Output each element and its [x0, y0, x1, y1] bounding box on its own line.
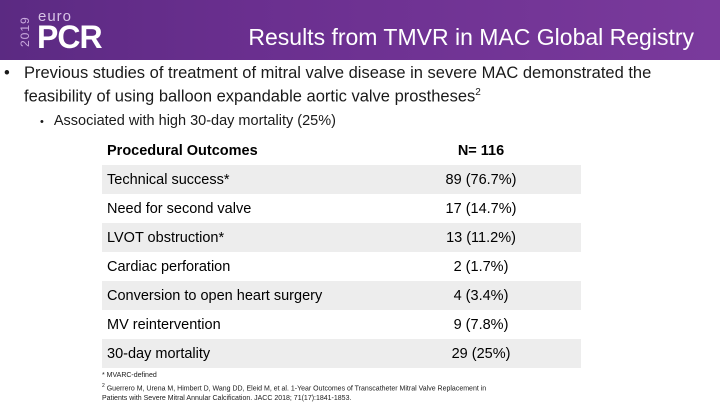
footnote-2-ref: 2	[102, 383, 105, 389]
main-bullet: • Previous studies of treatment of mitra…	[4, 63, 704, 107]
table-row: Conversion to open heart surgery 4 (3.4%…	[102, 281, 581, 310]
table-row: Need for second valve 17 (14.7%)	[102, 194, 581, 223]
row-label: Cardiac perforation	[107, 258, 231, 275]
header-outcomes: Procedural Outcomes	[107, 142, 258, 159]
row-label: Conversion to open heart surgery	[102, 281, 381, 310]
row-value: 17 (14.7%)	[445, 200, 517, 217]
footnote-2-cont: Patients with Severe Mitral Annular Calc…	[102, 395, 352, 403]
row-value: 89 (76.7%)	[381, 165, 581, 194]
row-value: 29 (25%)	[381, 339, 581, 368]
footnote-2: 2 Guerrero M, Urena M, Himbert D, Wang D…	[102, 381, 702, 394]
table-row: 30-day mortality 29 (25%)	[102, 339, 581, 368]
main-bullet-text: Previous studies of treatment of mitral …	[24, 64, 652, 106]
table-row: LVOT obstruction* 13 (11.2%)	[102, 223, 581, 252]
logo-pcr: PCR	[37, 19, 103, 55]
bullet-dot-icon: •	[4, 64, 10, 82]
footnote-1: * MVARC-defined	[102, 372, 157, 379]
europcr-logo: 2019 euro PCR	[18, 6, 128, 54]
row-label: Need for second valve	[107, 200, 252, 217]
sub-bullet-text: Associated with high 30-day mortality (2…	[53, 113, 336, 129]
logo-euro: euro	[38, 8, 73, 25]
sub-bullet: • Associated with high 30-day mortality (…	[40, 112, 336, 131]
row-value: 9 (7.8%)	[453, 316, 509, 333]
header-n: N= 116	[457, 142, 505, 159]
table-row: Cardiac perforation 2 (1.7%)	[102, 252, 581, 281]
row-label: Technical success*	[102, 165, 381, 194]
main-bullet-ref: 2	[475, 87, 481, 98]
table-row: Technical success* 89 (76.7%)	[102, 165, 581, 194]
slide-title: Results from TMVR in MAC Global Registry	[248, 24, 694, 50]
row-label: MV reintervention	[107, 316, 221, 333]
table-row: MV reintervention 9 (7.8%)	[102, 310, 581, 339]
row-value: 4 (3.4%)	[381, 281, 581, 310]
table-header-row: Procedural Outcomes N= 116	[102, 136, 581, 165]
outcomes-table: Procedural Outcomes N= 116 Technical suc…	[102, 136, 581, 368]
row-value: 13 (11.2%)	[381, 223, 581, 252]
logo-year: 2019	[18, 16, 32, 48]
row-value: 2 (1.7%)	[453, 258, 509, 275]
footnote-2-text: Guerrero M, Urena M, Himbert D, Wang DD,…	[106, 385, 487, 393]
sub-bullet-dot-icon: •	[40, 116, 44, 128]
footnotes: * MVARC-defined 2 Guerrero M, Urena M, H…	[102, 371, 702, 404]
row-label: LVOT obstruction*	[102, 223, 381, 252]
row-label: 30-day mortality	[102, 339, 381, 368]
header-banner: 2019 euro PCR Results from TMVR in MAC G…	[0, 0, 720, 60]
